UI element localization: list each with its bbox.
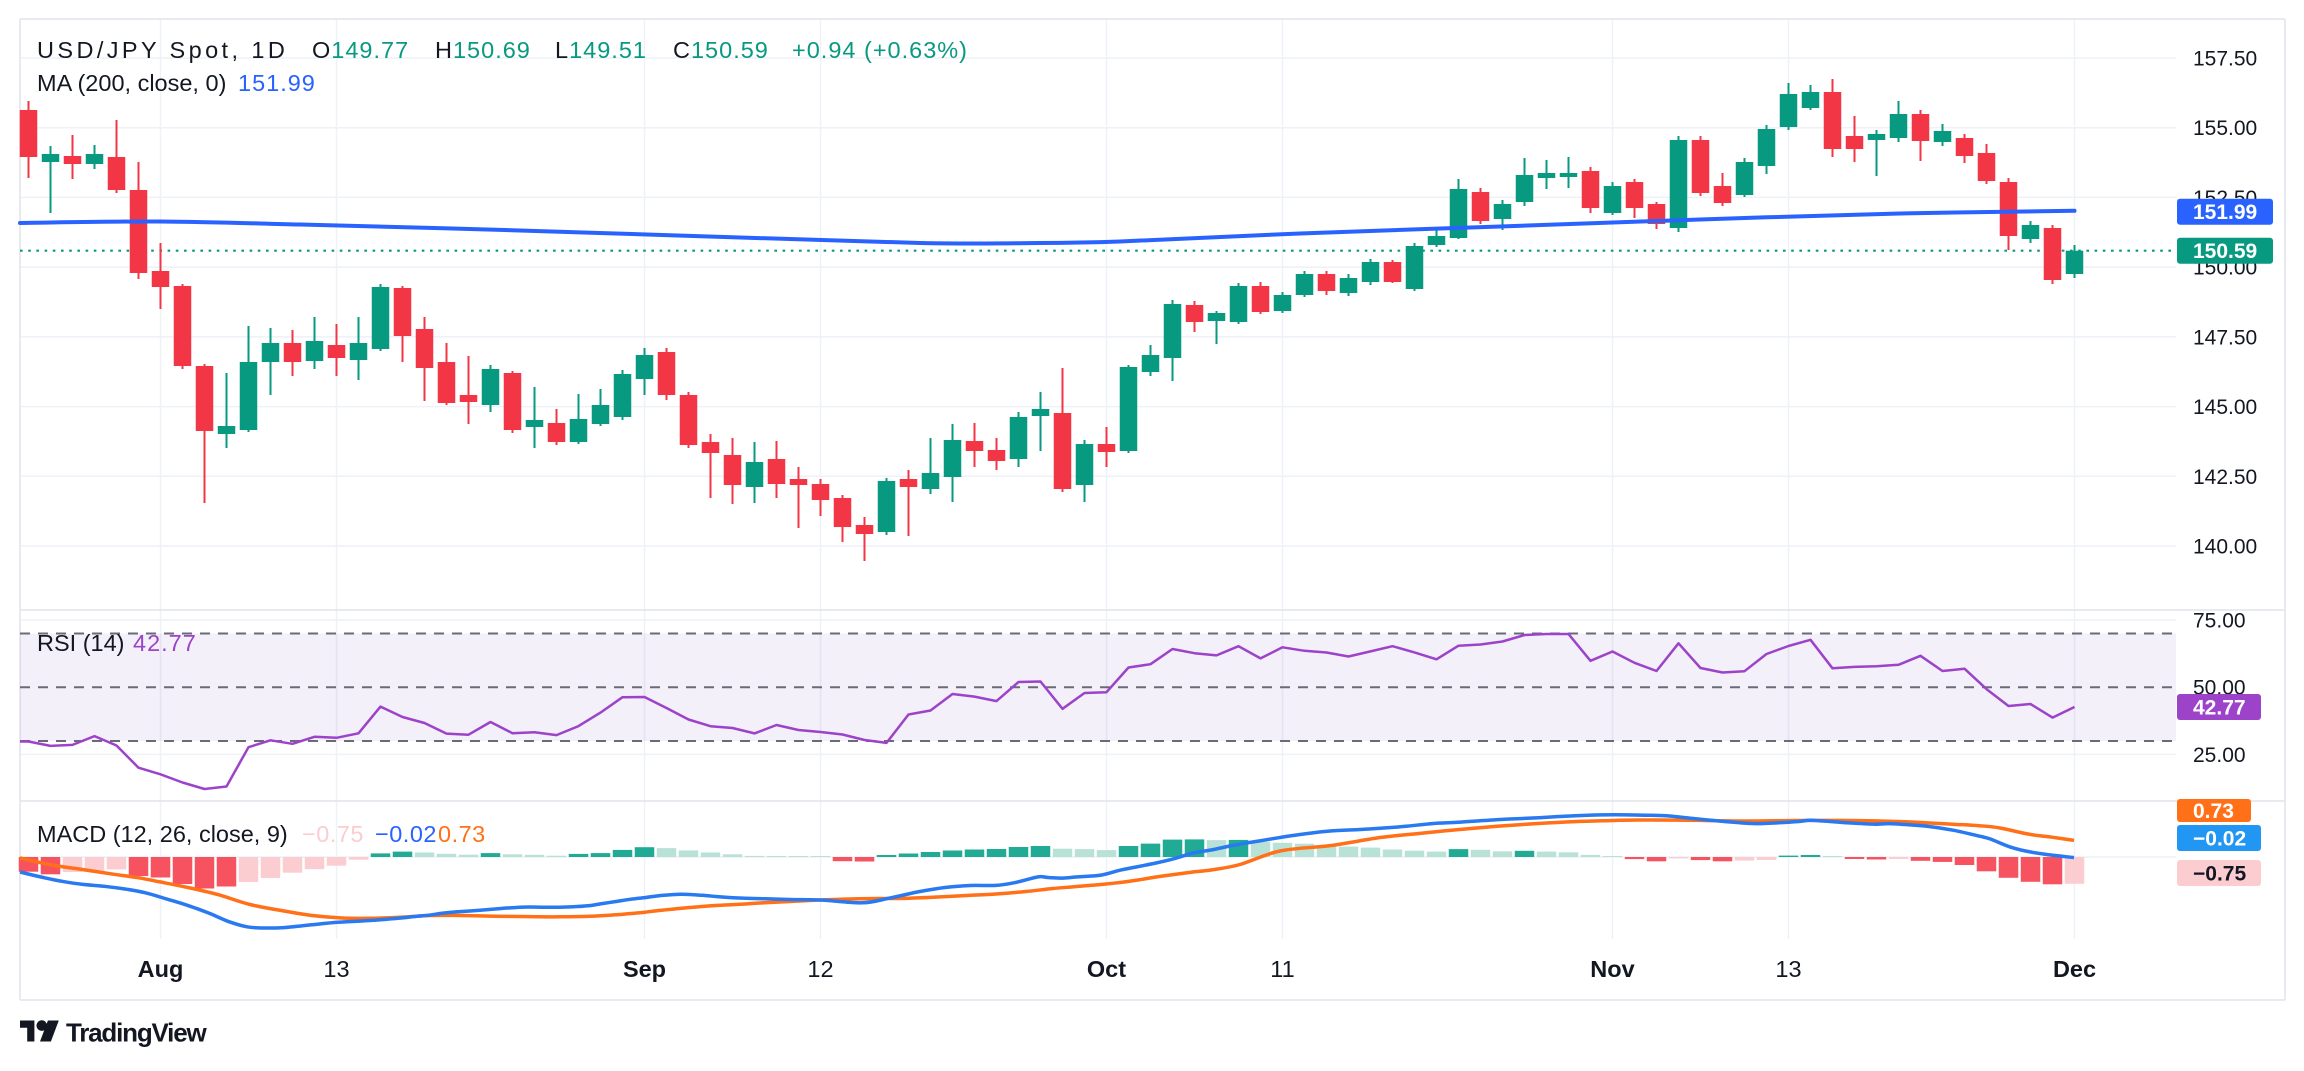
svg-text:L149.51: L149.51	[555, 37, 647, 63]
svg-text:MA (200, close, 0): MA (200, close, 0)	[37, 70, 226, 96]
svg-text:151.99: 151.99	[2193, 201, 2257, 224]
svg-text:O149.77: O149.77	[312, 37, 409, 63]
svg-text:42.77: 42.77	[133, 630, 197, 656]
svg-text:75.00: 75.00	[2193, 610, 2246, 633]
svg-text:Oct: Oct	[1087, 956, 1126, 982]
svg-text:Dec: Dec	[2053, 956, 2096, 982]
svg-text:50.00: 50.00	[2193, 677, 2246, 700]
svg-text:0.73: 0.73	[438, 821, 486, 847]
svg-text:12: 12	[807, 956, 833, 982]
svg-text:11: 11	[1270, 956, 1294, 982]
svg-text:MACD (12, 26, close, 9): MACD (12, 26, close, 9)	[37, 821, 288, 847]
svg-text:157.50: 157.50	[2193, 48, 2257, 71]
svg-text:−0.02: −0.02	[2193, 828, 2246, 851]
svg-text:−0.02: −0.02	[375, 821, 437, 847]
svg-text:145.00: 145.00	[2193, 396, 2257, 419]
svg-text:140.00: 140.00	[2193, 536, 2257, 559]
svg-text:RSI (14): RSI (14)	[37, 630, 125, 656]
svg-text:42.77: 42.77	[2193, 697, 2246, 720]
svg-text:147.50: 147.50	[2193, 326, 2257, 349]
svg-text:H150.69: H150.69	[435, 37, 531, 63]
svg-text:Sep: Sep	[623, 956, 666, 982]
svg-text:150.59: 150.59	[2193, 240, 2257, 263]
svg-text:25.00: 25.00	[2193, 744, 2246, 767]
svg-text:13: 13	[1775, 956, 1801, 982]
svg-text:C150.59: C150.59	[673, 37, 769, 63]
svg-text:151.99: 151.99	[238, 70, 316, 96]
svg-text:−0.75: −0.75	[302, 821, 364, 847]
svg-text:142.50: 142.50	[2193, 466, 2257, 489]
svg-text:155.00: 155.00	[2193, 117, 2257, 140]
svg-text:0.73: 0.73	[2193, 800, 2234, 823]
svg-text:−0.75: −0.75	[2193, 863, 2246, 886]
svg-text:13: 13	[323, 956, 349, 982]
svg-text:TradingView: TradingView	[66, 1018, 207, 1048]
svg-text:+0.94 (+0.63%): +0.94 (+0.63%)	[792, 37, 968, 63]
svg-text:Nov: Nov	[1590, 956, 1634, 982]
svg-text:Aug: Aug	[138, 956, 184, 982]
svg-text:USD/JPY Spot, 1D: USD/JPY Spot, 1D	[37, 37, 288, 63]
